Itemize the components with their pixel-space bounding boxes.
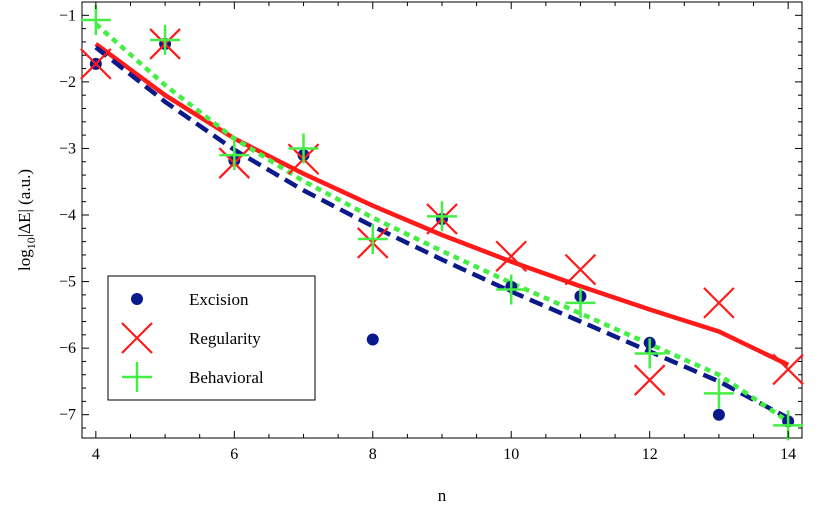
marker-regularity <box>564 253 597 286</box>
marker-behavioral <box>427 201 457 232</box>
marker-excision <box>366 333 379 346</box>
marker-behavioral <box>634 338 665 369</box>
legend-label-behavioral: Behavioral <box>189 368 264 387</box>
marker-regularity <box>633 364 666 396</box>
legend-label-regularity: Regularity <box>189 329 261 348</box>
marker-regularity <box>495 240 528 273</box>
marker-behavioral <box>496 274 527 305</box>
marker-regularity <box>80 48 112 80</box>
marker-regularity <box>703 287 735 319</box>
y-tick-label: −1 <box>59 7 76 24</box>
marker-behavioral <box>219 140 250 171</box>
y-tick-label: −7 <box>59 407 76 424</box>
legend-marker-regularity <box>121 322 153 354</box>
y-axis-label: log10|ΔE| (a.u.) <box>15 169 38 271</box>
x-tick-label: 14 <box>780 446 796 463</box>
marker-excision <box>712 408 725 421</box>
x-tick-label: 4 <box>92 446 100 463</box>
axis-ticks: 4 6 8 10 12 14 −7 −6 −5 −4 −3 −2 −1 <box>59 2 802 463</box>
y-tick-label: −4 <box>59 207 76 224</box>
y-tick-label: −2 <box>59 74 76 91</box>
legend-marker-excision <box>131 293 143 305</box>
x-tick-label: 12 <box>642 446 658 463</box>
marker-behavioral <box>288 133 319 164</box>
fit-line-excision <box>94 45 790 420</box>
marker-behavioral <box>80 4 111 35</box>
y-tick-label: −3 <box>59 140 76 157</box>
x-tick-label: 10 <box>503 446 519 463</box>
marker-regularity <box>772 353 804 386</box>
legend-marker-behavioral <box>122 362 152 392</box>
fit-line-regularity <box>94 42 790 367</box>
x-axis-label: n <box>438 486 447 505</box>
data-markers <box>80 4 804 441</box>
marker-behavioral <box>703 378 734 409</box>
x-tick-label: 8 <box>369 446 377 463</box>
x-tick-label: 6 <box>230 446 238 463</box>
y-axis-label-log: log <box>15 249 34 271</box>
marker-behavioral <box>150 24 181 55</box>
y-tick-label: −5 <box>59 274 76 291</box>
y-tick-label: −6 <box>59 340 76 357</box>
legend: Excision Regularity Behavioral <box>107 275 316 401</box>
marker-behavioral <box>357 223 388 254</box>
y-axis-label-subscript: 10 <box>24 237 38 249</box>
marker-behavioral <box>565 287 596 318</box>
legend-label-excision: Excision <box>189 290 249 309</box>
y-axis-label-rest: |ΔE| (a.u.) <box>15 169 34 237</box>
fit-lines <box>94 22 790 424</box>
